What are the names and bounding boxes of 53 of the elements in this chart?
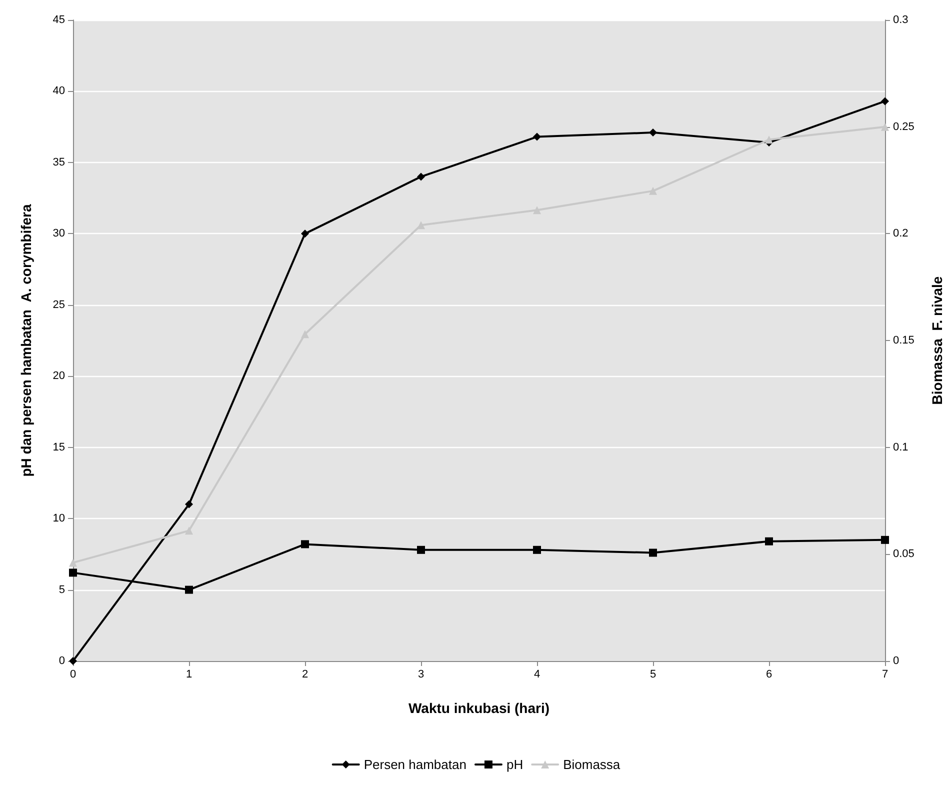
point [185,526,193,535]
y2-axis-title: Biomassa F. nivale [929,276,945,405]
y2-tick-label: 0.15 [893,334,914,346]
point [301,230,309,238]
point [649,128,657,137]
y2-tick-label: 0.25 [893,120,914,133]
x-tick-label: 2 [302,668,308,680]
point [881,97,889,106]
legend-label: Biomassa [563,757,621,772]
point [185,500,193,508]
point [69,558,77,567]
x-tick-label: 4 [534,668,540,680]
x-tick-label: 5 [650,668,656,680]
point [533,206,541,214]
y2-tick-label: 0.1 [893,441,908,454]
point [881,536,889,544]
point [301,330,309,338]
y-tick-label: 20 [52,370,65,382]
y-tick-label: 40 [52,85,65,98]
x-tick-label: 0 [70,668,76,680]
y-tick-label: 35 [52,156,65,168]
y-tick-label: 10 [52,512,65,525]
y-tick-label: 15 [52,441,65,454]
y2-tick-label: 0.05 [893,548,914,560]
legend-label: Persen hambatan [364,757,466,772]
point [69,568,77,577]
x-tick-label: 6 [766,668,772,680]
y-axis-title: pH dan persen hambatan A. corymbifera [18,204,34,477]
point [417,221,425,230]
x-tick-label: 1 [186,668,192,680]
x-tick-label: 7 [882,668,888,680]
y-tick-label: 25 [52,298,65,311]
y2-tick-label: 0 [893,655,900,667]
y-tick-label: 0 [58,655,65,667]
point [185,586,193,594]
x-tick-label: 3 [418,668,424,680]
legend-label: pH [506,757,524,772]
point [765,136,773,144]
point [417,546,425,554]
point [765,537,773,546]
point [301,540,309,548]
point [649,548,657,557]
y-tick-label: 30 [52,228,65,240]
y-tick-label: 5 [58,584,65,596]
point [881,122,889,131]
x-axis-title: Waktu inkubasi (hari) [408,700,550,716]
y2-tick-label: 0.2 [893,228,908,240]
point [533,132,541,141]
point [649,186,657,195]
point [417,172,425,181]
y-tick-label: 45 [52,14,65,26]
point [533,546,541,554]
y2-tick-label: 0.3 [893,14,908,26]
